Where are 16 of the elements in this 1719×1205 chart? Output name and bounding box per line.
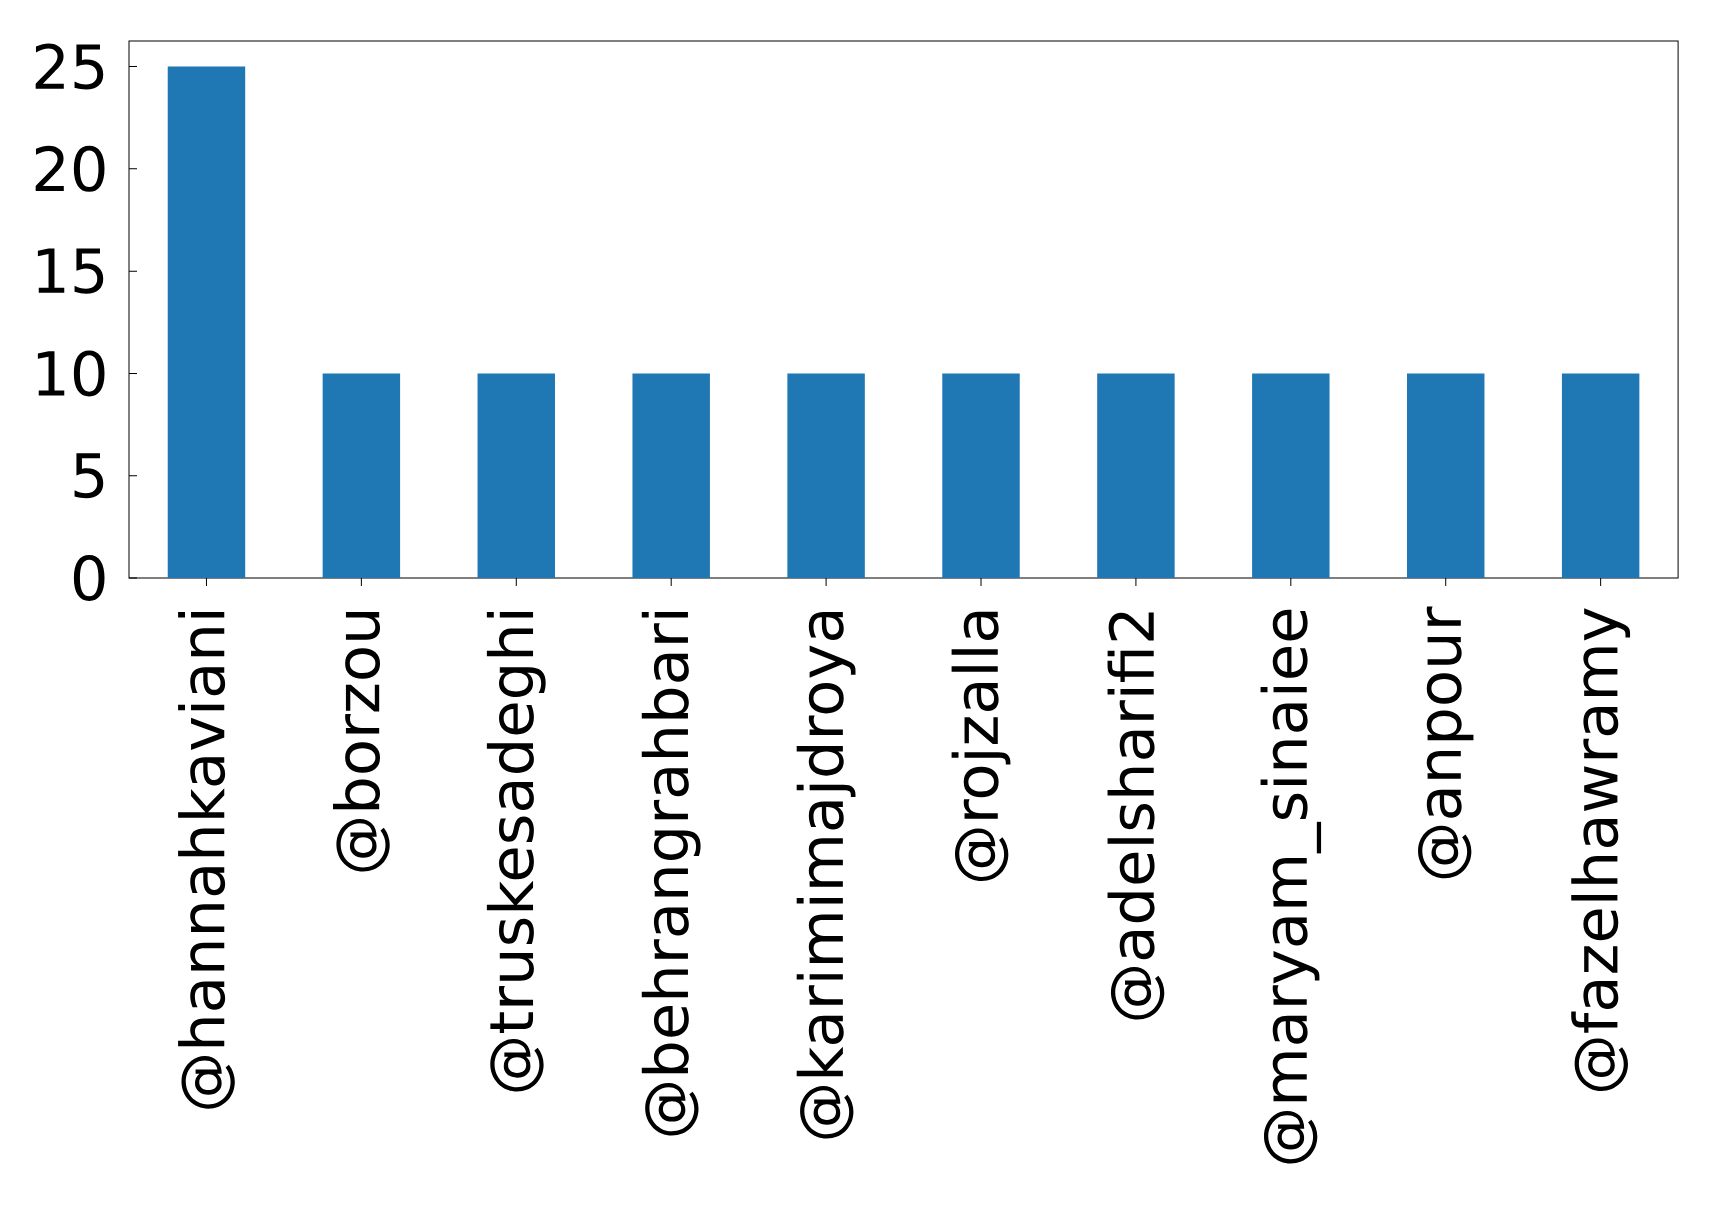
x-tick-label: @adelsharifi2 [1107, 612, 1165, 1020]
y-tick-label: 0 [73, 555, 105, 601]
y-tick-label: 25 [35, 43, 104, 90]
x-tick-label: @anpour [1418, 606, 1474, 879]
x-tick-label: @fazelhawramy [1571, 608, 1631, 1091]
x-tick-label: @rojzalla [951, 611, 1011, 882]
y-tick-label: 15 [37, 248, 104, 294]
y-tick-label: 20 [35, 145, 105, 192]
x-tick-label: @behrangrahbari [641, 612, 701, 1136]
x-tick-label: @borzou [333, 611, 390, 872]
x-tick-label: @truskesadeghi [486, 612, 546, 1092]
y-tick-label: 10 [37, 350, 105, 397]
x-tick-label: @maryam_sinaiee [1260, 609, 1322, 1164]
x-tick-label: @karimimajdroya [796, 611, 856, 1139]
x-tick-label: @hannahkaviani [178, 611, 235, 1109]
y-tick-label: 5 [74, 453, 104, 499]
